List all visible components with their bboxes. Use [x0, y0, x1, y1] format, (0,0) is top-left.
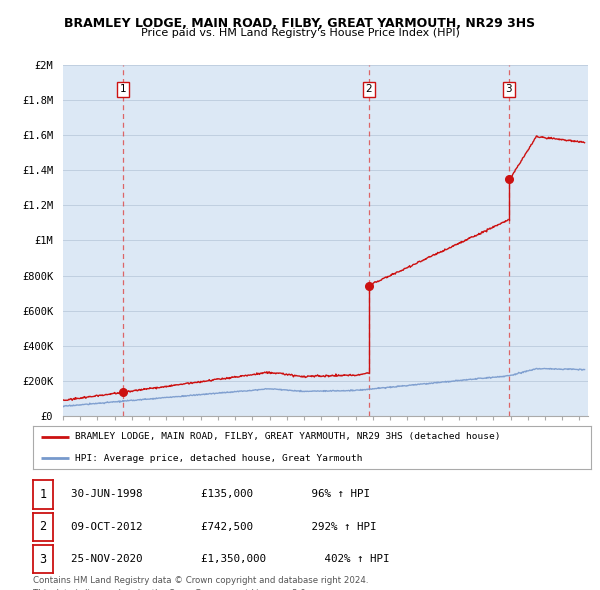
Text: 30-JUN-1998         £135,000         96% ↑ HPI: 30-JUN-1998 £135,000 96% ↑ HPI — [58, 490, 370, 499]
Text: HPI: Average price, detached house, Great Yarmouth: HPI: Average price, detached house, Grea… — [75, 454, 362, 463]
Text: This data is licensed under the Open Government Licence v3.0.: This data is licensed under the Open Gov… — [33, 589, 308, 590]
Text: 25-NOV-2020         £1,350,000         402% ↑ HPI: 25-NOV-2020 £1,350,000 402% ↑ HPI — [58, 555, 389, 564]
Text: BRAMLEY LODGE, MAIN ROAD, FILBY, GREAT YARMOUTH, NR29 3HS (detached house): BRAMLEY LODGE, MAIN ROAD, FILBY, GREAT Y… — [75, 432, 500, 441]
Text: 09-OCT-2012         £742,500         292% ↑ HPI: 09-OCT-2012 £742,500 292% ↑ HPI — [58, 522, 376, 532]
Text: BRAMLEY LODGE, MAIN ROAD, FILBY, GREAT YARMOUTH, NR29 3HS: BRAMLEY LODGE, MAIN ROAD, FILBY, GREAT Y… — [64, 17, 536, 30]
Text: Price paid vs. HM Land Registry's House Price Index (HPI): Price paid vs. HM Land Registry's House … — [140, 28, 460, 38]
Text: 1: 1 — [40, 488, 46, 501]
Text: Contains HM Land Registry data © Crown copyright and database right 2024.: Contains HM Land Registry data © Crown c… — [33, 576, 368, 585]
Text: 3: 3 — [40, 553, 46, 566]
Text: 2: 2 — [365, 84, 372, 94]
Text: 3: 3 — [506, 84, 512, 94]
Text: 1: 1 — [120, 84, 127, 94]
Text: 2: 2 — [40, 520, 46, 533]
